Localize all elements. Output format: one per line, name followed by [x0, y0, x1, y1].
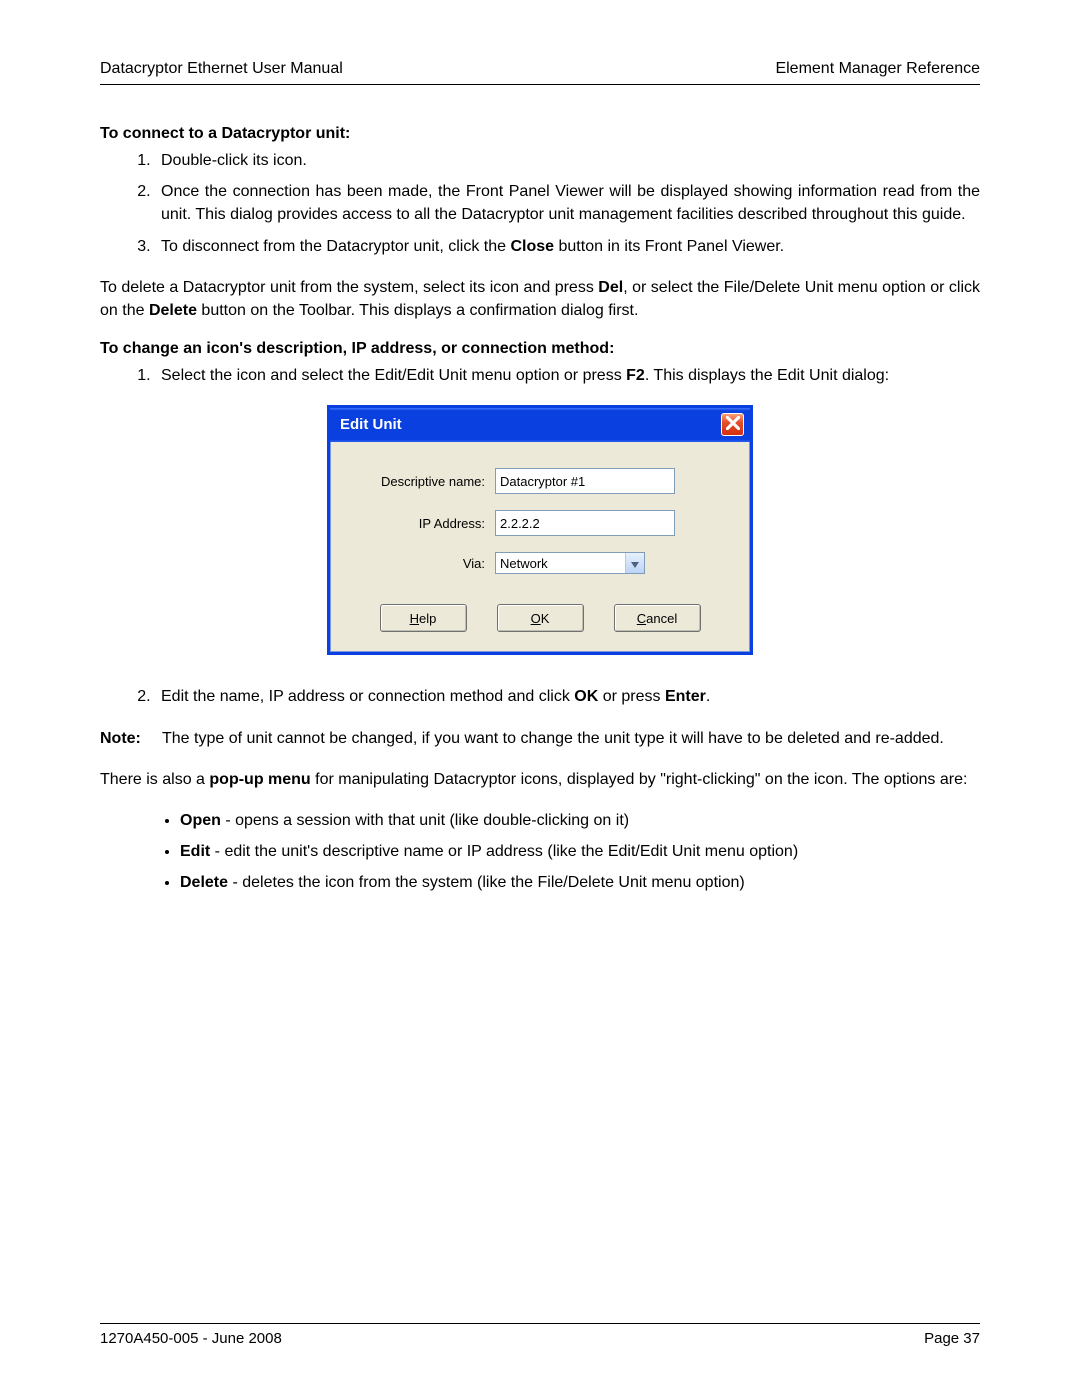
connect-step-3: To disconnect from the Datacryptor unit,… [155, 235, 980, 258]
edit-unit-dialog-wrap: Edit Unit Descriptive name: IP Address: [100, 405, 980, 655]
note-label: Note: [100, 727, 162, 750]
close-button[interactable] [721, 413, 744, 436]
via-select-value: Network [496, 556, 552, 571]
header-right: Element Manager Reference [775, 60, 980, 78]
note-row: Note: The type of unit cannot be changed… [100, 727, 980, 750]
section-connect-title: To connect to a Datacryptor unit: [100, 125, 980, 143]
label-via: Via: [350, 556, 495, 571]
header-left: Datacryptor Ethernet User Manual [100, 60, 343, 78]
delete-paragraph: To delete a Datacryptor unit from the sy… [100, 276, 980, 322]
label-ip-address: IP Address: [350, 516, 495, 531]
cancel-button[interactable]: Cancel [614, 604, 701, 632]
change-step-2: Edit the name, IP address or connection … [155, 685, 980, 708]
section-change-title: To change an icon's description, IP addr… [100, 340, 980, 358]
popup-option-open: Open - opens a session with that unit (l… [180, 809, 980, 832]
change-steps-1: Select the icon and select the Edit/Edit… [100, 364, 980, 387]
dialog-body: Descriptive name: IP Address: Via: Netwo… [330, 442, 750, 652]
edit-unit-dialog: Edit Unit Descriptive name: IP Address: [327, 405, 753, 655]
note-text: The type of unit cannot be changed, if y… [162, 727, 980, 750]
footer-right: Page 37 [924, 1330, 980, 1347]
connect-step-1: Double-click its icon. [155, 149, 980, 172]
via-dropdown-button[interactable] [625, 553, 644, 573]
popup-option-delete: Delete - deletes the icon from the syste… [180, 871, 980, 894]
close-icon [726, 416, 740, 434]
connect-step-2: Once the connection has been made, the F… [155, 180, 980, 226]
popup-paragraph: There is also a pop-up menu for manipula… [100, 768, 980, 791]
descriptive-name-input[interactable] [495, 468, 675, 494]
connect-steps: Double-click its icon. Once the connecti… [100, 149, 980, 258]
chevron-down-icon [631, 556, 639, 571]
change-steps-2: Edit the name, IP address or connection … [100, 685, 980, 708]
ok-button[interactable]: OK [497, 604, 584, 632]
ip-address-input[interactable] [495, 510, 675, 536]
dialog-title: Edit Unit [340, 416, 402, 433]
dialog-titlebar[interactable]: Edit Unit [330, 408, 750, 442]
page-footer: 1270A450-005 - June 2008 Page 37 [100, 1323, 980, 1347]
via-select[interactable]: Network [495, 552, 645, 574]
page-header: Datacryptor Ethernet User Manual Element… [100, 60, 980, 85]
popup-option-edit: Edit - edit the unit's descriptive name … [180, 840, 980, 863]
label-descriptive-name: Descriptive name: [350, 474, 495, 489]
help-button[interactable]: Help [380, 604, 467, 632]
change-step-1: Select the icon and select the Edit/Edit… [155, 364, 980, 387]
footer-left: 1270A450-005 - June 2008 [100, 1330, 282, 1347]
popup-options-list: Open - opens a session with that unit (l… [100, 809, 980, 895]
